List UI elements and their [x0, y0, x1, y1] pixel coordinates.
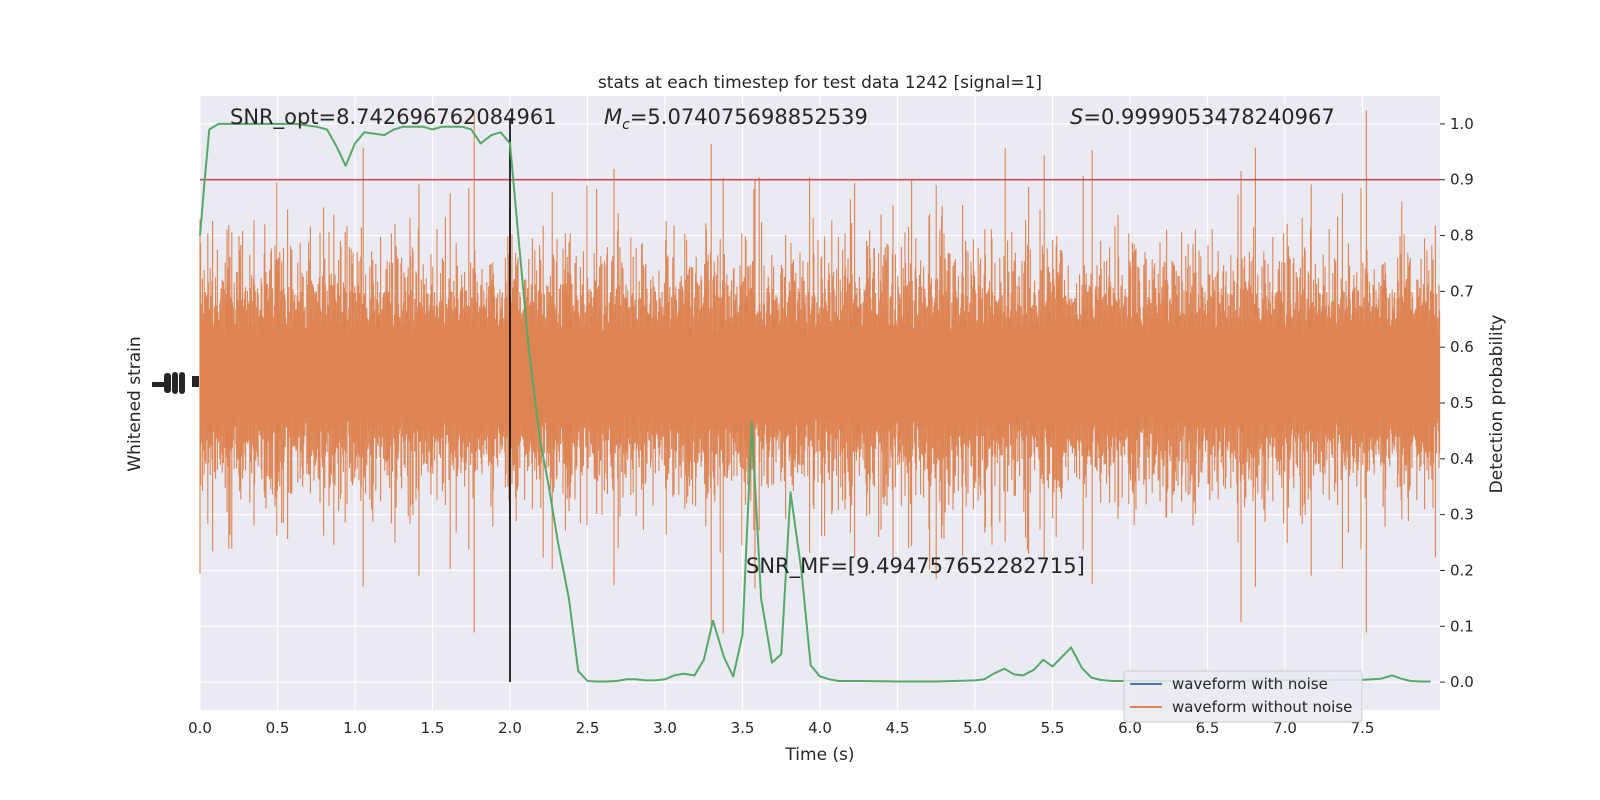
y-right-tick-labels: 0.0 0.1 0.2 0.3 0.4 0.5 0.6 0.7 0.8 0.9 1.0: [1440, 115, 1474, 691]
waveform-without-noise-series: [199, 110, 1441, 634]
x-tick-label: 4.5: [886, 719, 910, 737]
s-value: =0.9999053478240967: [1083, 105, 1334, 129]
chirp-mass-subscript: c: [622, 117, 630, 133]
x-tick-label: 5.5: [1041, 719, 1065, 737]
x-tick-label: 2.5: [576, 719, 600, 737]
annotation-s-score: S=0.9999053478240967: [1070, 105, 1335, 129]
x-tick-label: 5.0: [963, 719, 987, 737]
x-tick-label: 2.0: [498, 719, 522, 737]
y-right-tick-label: 1.0: [1450, 115, 1474, 133]
x-tick-label: 4.0: [808, 719, 832, 737]
y-right-tick-label: 0.4: [1450, 450, 1474, 468]
x-tick-label: 1.5: [421, 719, 445, 737]
annotation-snr-mf: SNR_MF=[9.494757652282715]: [746, 554, 1085, 579]
y-left-axis-label: Whitened strain: [125, 336, 145, 471]
detection-probability-line: [199, 122, 1431, 683]
y-right-tick-label: 0.1: [1450, 617, 1474, 635]
y-right-tick-label: 0.0: [1450, 673, 1474, 691]
y-right-tick-label: 0.9: [1450, 171, 1474, 189]
x-tick-label: 6.0: [1118, 719, 1142, 737]
x-tick-label: 1.0: [343, 719, 367, 737]
x-tick-label: 6.5: [1196, 719, 1220, 737]
y-right-tick-label: 0.2: [1450, 561, 1474, 579]
y-right-tick-label: 0.6: [1450, 338, 1474, 356]
overlay-lines: [200, 117, 1440, 683]
y-right-tick-label: 0.3: [1450, 506, 1474, 524]
y-right-tick-label: 0.8: [1450, 227, 1474, 245]
chirp-mass-value: =5.074075698852539: [630, 105, 868, 129]
waveform-without-noise-line: [199, 110, 1441, 634]
s-symbol: S: [1070, 105, 1083, 129]
chirp-mass-symbol: M: [604, 105, 622, 129]
y-right-axis-label: Detection probability: [1487, 315, 1507, 494]
y-right-tick-label: 0.5: [1450, 394, 1474, 412]
detection-probability-series: [199, 122, 1431, 683]
x-tick-labels: 0.0 0.5 1.0 1.5 2.0 2.5 3.0 3.5 4.0 4.5 5.0 5.5 6.0 6…: [188, 719, 1374, 737]
annotation-chirp-mass: Mc=5.074075698852539: [604, 105, 868, 133]
y-right-tick-label: 0.7: [1450, 282, 1474, 300]
y-left-ticks-squashed: [152, 372, 199, 394]
x-axis-label: Time (s): [784, 745, 854, 765]
annotation-snr-opt: SNR_opt=8.742696762084961: [230, 105, 557, 130]
legend-label-without-noise: waveform without noise: [1172, 698, 1352, 716]
x-tick-label: 7.0: [1273, 719, 1297, 737]
x-tick-label: 0.5: [266, 719, 290, 737]
x-tick-label: 0.0: [188, 719, 212, 737]
x-tick-label: 7.5: [1351, 719, 1375, 737]
chart-title: stats at each timestep for test data 124…: [598, 73, 1042, 93]
legend: waveform with noise waveform without noi…: [1123, 670, 1363, 723]
x-tick-label: 3.5: [731, 719, 755, 737]
legend-label-with-noise: waveform with noise: [1172, 675, 1328, 693]
x-tick-label: 3.0: [653, 719, 677, 737]
legend-box: [1123, 670, 1363, 723]
